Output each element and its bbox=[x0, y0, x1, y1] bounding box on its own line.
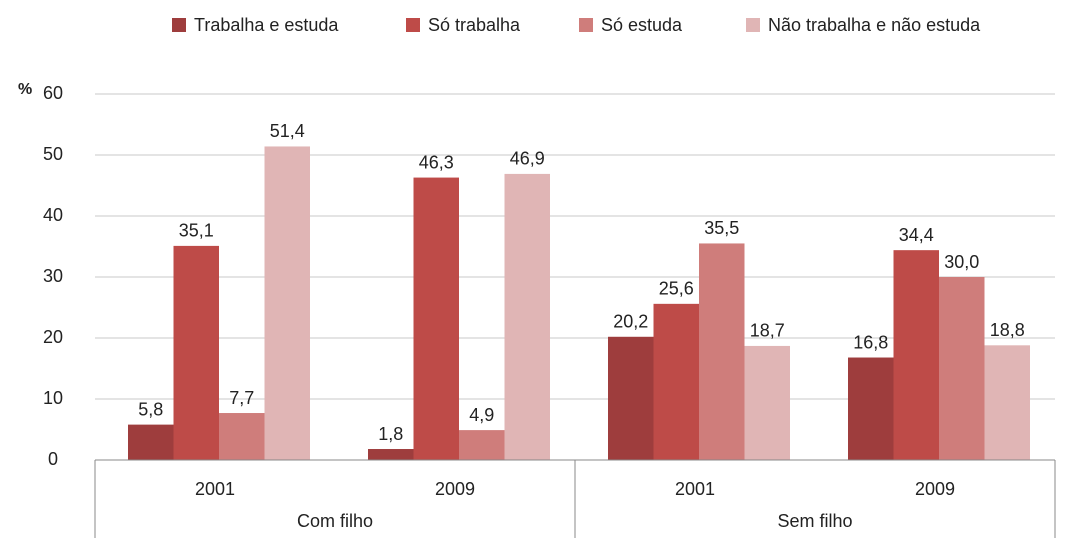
value-label: 5,8 bbox=[138, 399, 163, 419]
legend-swatch bbox=[746, 18, 760, 32]
bar bbox=[219, 413, 265, 460]
bar bbox=[264, 146, 310, 460]
y-tick-label: 50 bbox=[43, 144, 63, 164]
bar bbox=[504, 173, 550, 460]
bar bbox=[368, 449, 414, 460]
y-tick-label: 60 bbox=[43, 83, 63, 103]
bar bbox=[128, 424, 174, 460]
value-label: 4,9 bbox=[469, 405, 494, 425]
x-tick-label: 2001 bbox=[195, 479, 235, 499]
value-label: 18,8 bbox=[990, 320, 1025, 340]
value-label: 18,7 bbox=[750, 321, 785, 341]
legend-swatch bbox=[172, 18, 186, 32]
legend-label: Só trabalha bbox=[428, 15, 521, 35]
value-label: 1,8 bbox=[378, 424, 403, 444]
y-tick-label: 0 bbox=[48, 449, 58, 469]
value-label: 16,8 bbox=[853, 332, 888, 352]
legend-label: Só estuda bbox=[601, 15, 683, 35]
bar bbox=[848, 357, 894, 460]
bar bbox=[608, 336, 654, 460]
value-label: 51,4 bbox=[270, 121, 305, 141]
legend-label: Trabalha e estuda bbox=[194, 15, 339, 35]
y-axis-label: % bbox=[18, 81, 32, 98]
bar bbox=[699, 243, 745, 460]
value-label: 20,2 bbox=[613, 312, 648, 332]
group-label: Sem filho bbox=[777, 511, 852, 531]
value-label: 30,0 bbox=[944, 252, 979, 272]
y-tick-label: 10 bbox=[43, 388, 63, 408]
legend-swatch bbox=[579, 18, 593, 32]
x-tick-label: 2001 bbox=[675, 479, 715, 499]
value-label: 25,6 bbox=[659, 279, 694, 299]
bar bbox=[173, 245, 219, 460]
value-label: 35,5 bbox=[704, 218, 739, 238]
legend-swatch bbox=[406, 18, 420, 32]
bar bbox=[413, 177, 459, 460]
y-tick-label: 30 bbox=[43, 266, 63, 286]
bar bbox=[984, 345, 1030, 460]
value-label: 46,3 bbox=[419, 152, 454, 172]
bar bbox=[459, 430, 505, 460]
value-label: 35,1 bbox=[179, 221, 214, 241]
y-tick-label: 40 bbox=[43, 205, 63, 225]
value-label: 34,4 bbox=[899, 225, 934, 245]
value-label: 7,7 bbox=[229, 388, 254, 408]
bar bbox=[893, 250, 939, 460]
bar bbox=[744, 345, 790, 460]
legend-label: Não trabalha e não estuda bbox=[768, 15, 981, 35]
group-label: Com filho bbox=[297, 511, 373, 531]
y-tick-label: 20 bbox=[43, 327, 63, 347]
value-label: 46,9 bbox=[510, 149, 545, 169]
bar bbox=[653, 303, 699, 460]
x-tick-label: 2009 bbox=[915, 479, 955, 499]
x-tick-label: 2009 bbox=[435, 479, 475, 499]
bar bbox=[939, 277, 985, 460]
